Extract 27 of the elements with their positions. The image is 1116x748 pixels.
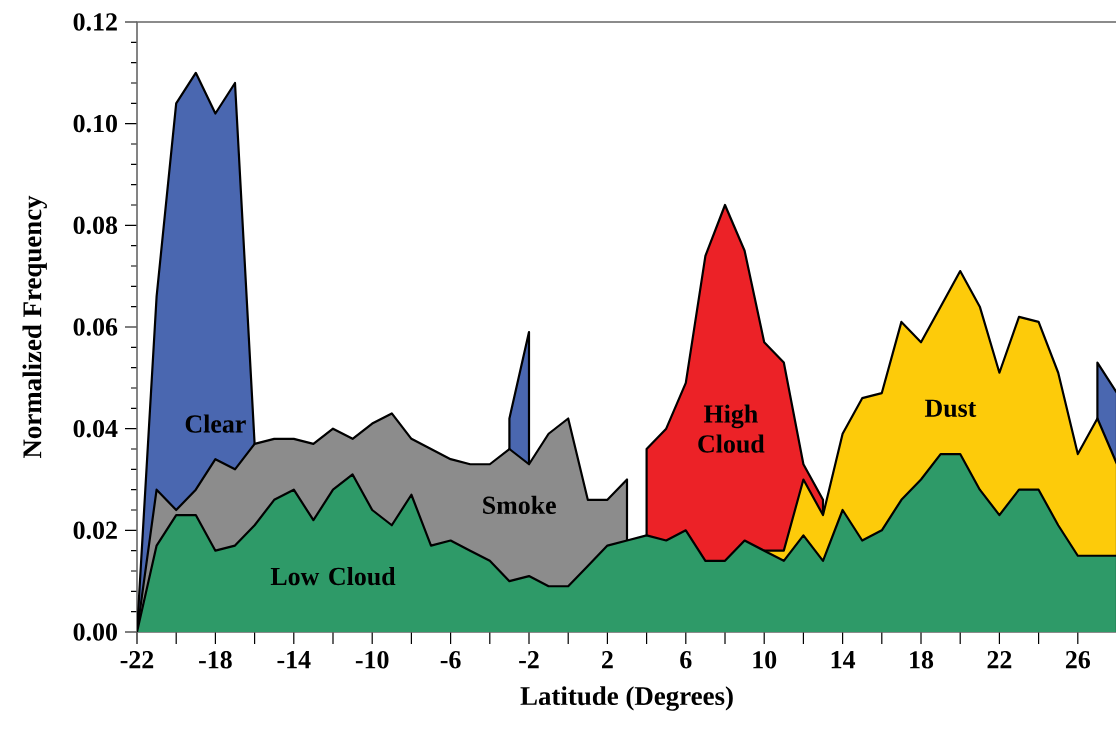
series-label: Low Cloud — [270, 566, 396, 586]
x-tick-label: 18 — [910, 651, 934, 669]
y-axis-title: Normalized Frequency — [22, 195, 47, 459]
y-tick-label: 0.04 — [73, 419, 118, 438]
x-tick-label: -14 — [277, 651, 311, 669]
x-tick-label: -2 — [519, 651, 539, 669]
y-tick-label: 0.06 — [73, 318, 118, 336]
y-tick-label: 0.08 — [73, 216, 118, 235]
y-tick-label: 0.02 — [73, 521, 117, 540]
x-tick-label: 14 — [831, 651, 856, 669]
x-tick-label: -18 — [199, 651, 232, 669]
x-tick-label: -10 — [355, 651, 389, 669]
series-label: Dust — [924, 399, 977, 417]
y-tick-label: 0.10 — [73, 114, 117, 133]
x-tick-label: -22 — [120, 651, 154, 669]
series-label: Clear — [185, 414, 246, 433]
y-tick-label: 0.00 — [73, 623, 117, 641]
x-tick-label: 2 — [602, 651, 613, 669]
series-label: Smoke — [483, 495, 556, 515]
y-tick-label: 0.12 — [73, 13, 117, 31]
x-axis-title: Latitude (Degrees) — [520, 686, 733, 711]
x-tick-label: 26 — [1065, 651, 1090, 669]
x-tick-label: 10 — [753, 651, 777, 669]
series-label: High Cloud — [698, 404, 765, 453]
x-tick-label: -6 — [440, 651, 461, 669]
x-tick-label: 22 — [987, 651, 1012, 669]
x-tick-label: 6 — [680, 651, 692, 669]
